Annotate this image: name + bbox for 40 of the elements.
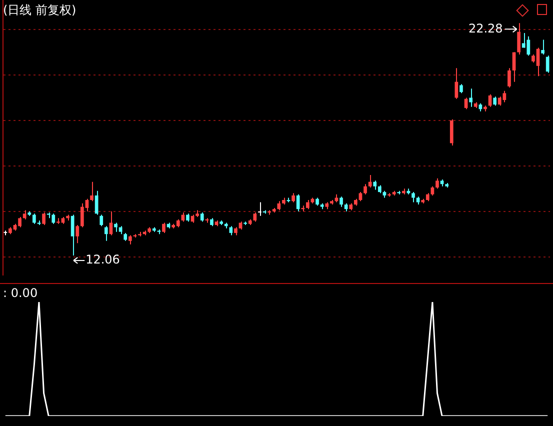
annotation: 22.28: [468, 21, 503, 36]
candlestick: [22, 210, 26, 220]
candlestick: [296, 194, 300, 212]
candlestick: [128, 234, 132, 245]
candlestick: [493, 96, 496, 106]
candlestick: [292, 192, 295, 203]
candlestick: [200, 212, 204, 222]
candlestick: [76, 224, 80, 244]
candlestick: [52, 213, 56, 224]
candlestick: [373, 180, 377, 190]
candlestick: [541, 39, 544, 56]
candlestick: [546, 55, 550, 74]
candlestick: [70, 214, 74, 256]
candlestick: [306, 200, 310, 210]
candlestick: [412, 192, 415, 203]
candlestick: [517, 22, 520, 56]
candlestick: [460, 84, 463, 94]
text: : 0.00: [3, 286, 38, 300]
annotation: 12.06: [86, 252, 120, 267]
candlestick: [104, 226, 108, 242]
candlestick: [364, 184, 367, 195]
candlestick: [450, 118, 454, 146]
candlestick: [32, 213, 36, 224]
candlestick: [358, 192, 362, 202]
candlestick: [162, 222, 166, 234]
candlestick: [508, 68, 511, 88]
candlestick: [90, 181, 94, 202]
candlestick: [340, 196, 343, 208]
candlestick: [258, 202, 262, 216]
candlestick: [253, 212, 257, 222]
candlestick: [430, 186, 434, 196]
candlestick: [42, 212, 46, 226]
candlestick: [100, 214, 104, 227]
candlestick: [469, 88, 473, 108]
candlestick: [436, 178, 439, 190]
candlestick: [229, 226, 233, 236]
candlestick: [277, 200, 281, 211]
candlestick: [114, 222, 118, 232]
candlestick: [109, 210, 113, 236]
chart-title: (日线 前复权): [3, 2, 76, 19]
